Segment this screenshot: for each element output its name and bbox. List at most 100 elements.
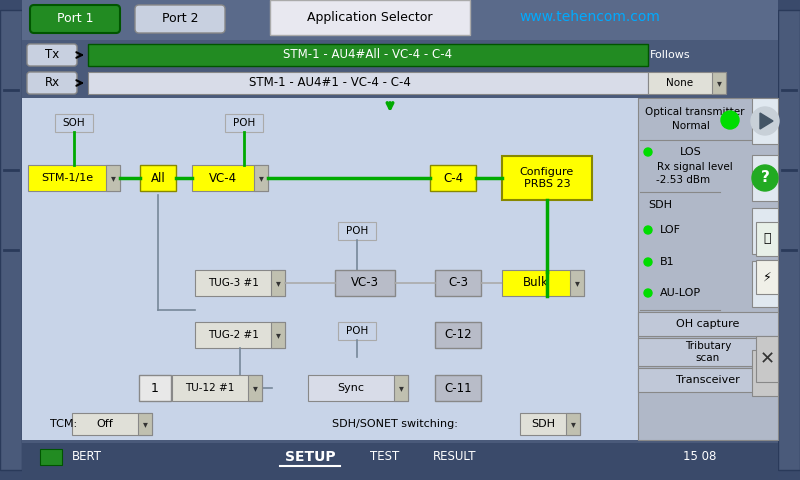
Bar: [712, 72, 726, 94]
Circle shape: [752, 165, 778, 191]
Text: RESULT: RESULT: [434, 451, 477, 464]
Text: Tx: Tx: [45, 48, 59, 61]
Bar: [88, 44, 648, 66]
Text: SDH/SONET switching:: SDH/SONET switching:: [332, 419, 458, 429]
Text: ▾: ▾: [275, 278, 281, 288]
Text: ?: ?: [761, 170, 770, 185]
Text: STM-1 - AU4#All - VC-4 - C-4: STM-1 - AU4#All - VC-4 - C-4: [283, 48, 453, 61]
Text: 1: 1: [151, 382, 159, 395]
Bar: [778, 10, 800, 470]
Text: TCM:: TCM:: [50, 419, 77, 429]
Text: VC-4: VC-4: [209, 171, 237, 184]
Bar: [55, 114, 93, 132]
Text: ▾: ▾: [258, 173, 263, 183]
Bar: [195, 270, 285, 296]
Text: ▾: ▾: [398, 383, 403, 393]
Text: B1: B1: [660, 257, 674, 267]
Text: 15 08: 15 08: [683, 451, 717, 464]
Bar: [22, 42, 778, 68]
Bar: [752, 98, 778, 144]
Text: Rx signal level: Rx signal level: [657, 162, 733, 172]
Bar: [270, 0, 470, 35]
Bar: [638, 338, 778, 366]
Text: TUG-3 #1: TUG-3 #1: [207, 278, 258, 288]
Text: C-4: C-4: [443, 171, 463, 184]
Circle shape: [644, 258, 652, 266]
Bar: [28, 165, 120, 191]
Text: Optical transmitter: Optical transmitter: [646, 107, 745, 117]
Bar: [248, 375, 262, 401]
Bar: [502, 156, 592, 200]
Text: POH: POH: [233, 118, 255, 128]
Text: Port 1: Port 1: [57, 12, 94, 25]
Bar: [335, 270, 395, 296]
Bar: [756, 336, 778, 382]
Text: LOS: LOS: [680, 147, 702, 157]
Text: BERT: BERT: [72, 451, 102, 464]
Text: TU-12 #1: TU-12 #1: [186, 383, 234, 393]
Text: ⚡: ⚡: [762, 271, 771, 284]
Bar: [0, 10, 22, 470]
Bar: [435, 270, 481, 296]
Text: SDH: SDH: [531, 419, 555, 429]
Text: STM-1/1e: STM-1/1e: [41, 173, 93, 183]
Text: ▾: ▾: [717, 78, 722, 88]
Bar: [638, 312, 778, 336]
Text: Port 2: Port 2: [162, 12, 198, 25]
Bar: [638, 368, 778, 392]
Text: POH: POH: [346, 226, 368, 236]
Text: Follows: Follows: [650, 50, 690, 60]
Bar: [648, 72, 726, 94]
Text: www.tehencom.com: www.tehencom.com: [519, 10, 661, 24]
Bar: [308, 375, 408, 401]
Bar: [140, 165, 176, 191]
Text: ▾: ▾: [142, 419, 147, 429]
Text: SETUP: SETUP: [285, 450, 335, 464]
FancyBboxPatch shape: [30, 5, 120, 33]
Bar: [271, 270, 285, 296]
Text: -2.53 dBm: -2.53 dBm: [656, 175, 710, 185]
Text: ▾: ▾: [253, 383, 258, 393]
Text: POH: POH: [346, 326, 368, 336]
Bar: [752, 208, 778, 254]
Polygon shape: [760, 113, 773, 129]
Bar: [502, 270, 584, 296]
Bar: [22, 0, 778, 40]
Text: TUG-2 #1: TUG-2 #1: [207, 330, 258, 340]
Text: Off: Off: [97, 419, 114, 429]
Bar: [338, 322, 376, 340]
Circle shape: [644, 148, 652, 156]
FancyBboxPatch shape: [27, 44, 77, 66]
Text: Normal: Normal: [672, 121, 710, 131]
Text: All: All: [150, 171, 166, 184]
Bar: [88, 72, 648, 94]
Text: 📊: 📊: [763, 232, 770, 245]
Text: C-3: C-3: [448, 276, 468, 289]
Text: Application Selector: Application Selector: [307, 11, 433, 24]
Bar: [254, 165, 268, 191]
Text: Rx: Rx: [45, 76, 59, 89]
Bar: [430, 165, 476, 191]
Text: Transceiver: Transceiver: [676, 375, 740, 385]
FancyBboxPatch shape: [135, 5, 225, 33]
Bar: [566, 413, 580, 435]
Text: OH capture: OH capture: [676, 319, 740, 329]
Bar: [520, 413, 580, 435]
Text: C-11: C-11: [444, 382, 472, 395]
Text: LOF: LOF: [660, 225, 681, 235]
Bar: [192, 165, 268, 191]
Bar: [756, 260, 778, 294]
Text: Sync: Sync: [338, 383, 365, 393]
Bar: [756, 222, 778, 256]
Text: ▾: ▾: [110, 173, 115, 183]
Bar: [225, 114, 263, 132]
Text: C-12: C-12: [444, 328, 472, 341]
Text: Bulk: Bulk: [523, 276, 549, 289]
Bar: [195, 322, 285, 348]
Bar: [752, 155, 778, 201]
Bar: [106, 165, 120, 191]
Text: AU-LOP: AU-LOP: [660, 288, 701, 298]
Bar: [72, 413, 152, 435]
Bar: [338, 222, 376, 240]
Bar: [435, 322, 481, 348]
